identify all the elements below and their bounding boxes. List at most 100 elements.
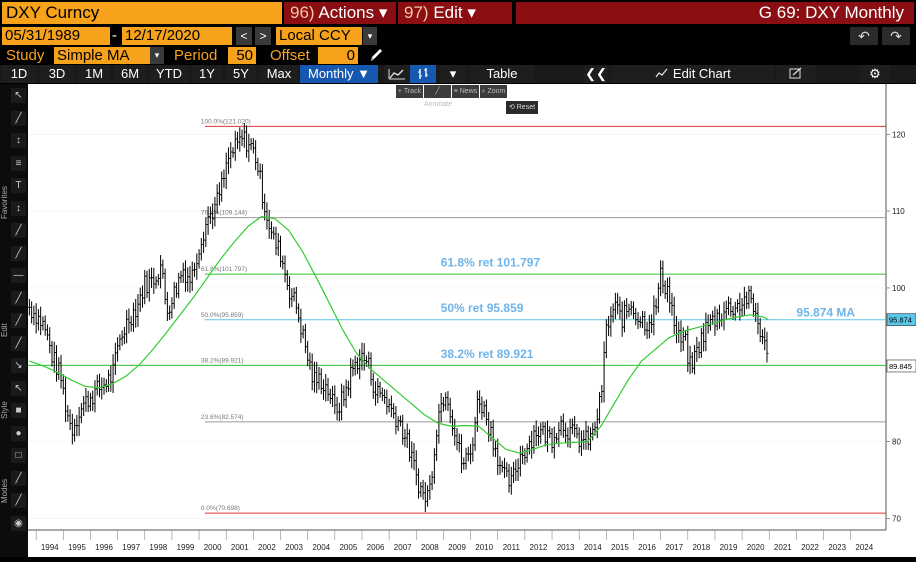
rect-tool-icon[interactable]: □ [11, 448, 26, 463]
ticker-field[interactable]: DXY Curncy [2, 2, 282, 24]
popup-item-3[interactable]: ⌕ Zoom [480, 85, 507, 98]
fill-tool-icon[interactable]: ■ [11, 403, 26, 418]
period-button-5y[interactable]: 5Y [226, 65, 256, 83]
measure-tool-icon[interactable]: ↕ [11, 200, 26, 216]
x-tick-label: 1998 [149, 543, 167, 552]
cursor-tool-icon[interactable]: ↖ [11, 88, 26, 103]
fib-label: 50.0%(95.859) [201, 312, 244, 319]
x-axis-background [28, 530, 886, 557]
prev-range-button[interactable]: < [236, 27, 252, 45]
annotation-label: 95.874 MA [796, 305, 855, 319]
x-tick-label: 1994 [41, 543, 59, 552]
plot-background [28, 84, 886, 530]
grid [28, 84, 916, 557]
ma-line [29, 215, 769, 454]
select-tool-icon[interactable]: ↖ [11, 380, 26, 396]
x-tick-label: 1996 [95, 543, 113, 552]
arrow-tool-icon[interactable]: ╱ [11, 313, 26, 328]
study-dropdown[interactable]: ▾ [150, 47, 164, 64]
table-button[interactable]: Table [470, 65, 534, 83]
edit-menu[interactable]: 97) Edit ▾ [398, 2, 512, 24]
period-button-6m[interactable]: 6M [114, 65, 146, 83]
frequency-dropdown[interactable]: Monthly ▼ [300, 65, 378, 83]
edit-num: 97) [404, 3, 429, 22]
edit-chart-button[interactable]: Edit Chart [612, 65, 774, 83]
x-tick-label: 2014 [584, 543, 602, 552]
ray-tool-icon[interactable]: ╱ [11, 245, 26, 261]
annotate-edit-button[interactable] [776, 65, 816, 83]
redo-icon: ↷ [890, 28, 902, 44]
last-price-tag-text: 89.845 [889, 362, 912, 371]
start-date-field[interactable]: 05/31/1989 [2, 27, 110, 45]
popup-item-1[interactable]: ╱ Annotate [424, 85, 452, 108]
period-button-ytd[interactable]: YTD [150, 65, 188, 83]
double-chevron-left-icon: ❮❮ [585, 66, 607, 81]
arrow-down-tool-icon[interactable]: ↘ [11, 358, 26, 373]
period-button-1m[interactable]: 1M [78, 65, 110, 83]
collapse-button[interactable]: ❮❮ [584, 65, 608, 83]
next-range-button[interactable]: > [255, 27, 271, 45]
popup-item-0[interactable]: + Track [396, 85, 423, 98]
currency-dropdown[interactable]: ▾ [363, 27, 377, 45]
price-bars [27, 122, 769, 513]
pitchfork-tool-icon[interactable]: ╱ [11, 335, 26, 351]
x-axis: 1994 1995 1996 1997 1998 1999 2000 2001 2002 2003… [35, 530, 874, 552]
dot-tool-icon[interactable]: ● [11, 425, 26, 441]
period-field[interactable]: 50 [228, 47, 256, 64]
chevron-down-icon: ▾ [467, 3, 476, 22]
line-chart-button[interactable] [384, 65, 410, 83]
popup-item-2[interactable]: ≡ News [452, 85, 479, 98]
ma-value-tag-text: 95.874 [889, 316, 912, 325]
dxy-chart[interactable]: 100.0%(121.020) 76.4%(109.144) 61.8%(101.7… [27, 84, 916, 557]
bar-chart-button[interactable] [410, 65, 436, 83]
annotation-label: 50% ret 95.859 [441, 301, 524, 315]
x-tick-label: 2005 [339, 543, 357, 552]
undo-button[interactable]: ↶ [850, 27, 878, 45]
currency-text: Local CCY [279, 27, 351, 44]
chart-type-dropdown[interactable]: ▾ [440, 65, 466, 83]
last-price-tag-box [886, 359, 916, 373]
x-tick-label: 2019 [720, 543, 738, 552]
x-tick-label: 2002 [258, 543, 276, 552]
chart-area[interactable]: 100.0%(121.020) 76.4%(109.144) 61.8%(101.7… [27, 84, 916, 557]
pen-tool-icon[interactable]: ╱ [11, 493, 26, 508]
text-tool-icon[interactable]: T [11, 178, 26, 193]
redo-button[interactable]: ↷ [882, 27, 910, 45]
offset-field[interactable]: 0 [318, 47, 358, 64]
favorites-section-label: Favorites [0, 186, 9, 220]
fib-label: 61.8%(101.797) [201, 266, 247, 273]
trend-tool-icon[interactable]: ╱ [11, 223, 26, 238]
channel-tool-icon[interactable]: ╱ [11, 290, 26, 306]
fib-label: 100.0%(121.020) [201, 118, 251, 125]
x-tick-label: 2016 [638, 543, 656, 552]
edit-chart-icon [655, 68, 668, 78]
chevron-down-icon: ▾ [449, 66, 457, 81]
x-tick-label: 2013 [557, 543, 575, 552]
edit-section-label: Edit [0, 323, 9, 337]
line-tool-icon[interactable]: ╱ [11, 110, 26, 126]
crosshair-tool-icon[interactable]: ↕ [11, 133, 26, 148]
actions-label: Actions [318, 3, 375, 22]
end-date-field[interactable]: 12/17/2020 [122, 27, 232, 45]
fib-tool-icon[interactable]: ≡ [11, 155, 26, 171]
period-button-1y[interactable]: 1Y [192, 65, 222, 83]
brush-tool-icon[interactable]: ╱ [11, 470, 26, 486]
theme-tool-icon[interactable]: ◉ [11, 515, 26, 531]
study-field[interactable]: Simple MA [54, 47, 150, 64]
actions-menu[interactable]: 96) Actions ▾ [284, 2, 396, 24]
period-button-1d[interactable]: 1D [2, 65, 36, 83]
x-tick-label: 1995 [68, 543, 86, 552]
currency-field[interactable]: Local CCY [276, 27, 362, 45]
period-button-max[interactable]: Max [260, 65, 298, 83]
annotations: 61.8% ret 101.797 50% ret 95.859 38.2% ret… [441, 255, 856, 360]
horizontal-tool-icon[interactable]: — [11, 268, 26, 283]
date-separator: - [112, 27, 117, 44]
fib-label: 0.0%(70.698) [201, 505, 240, 512]
edit-label: Edit [433, 3, 463, 22]
settings-button[interactable]: ⚙ [860, 65, 890, 83]
reset-button[interactable]: ⟲ Reset [506, 101, 538, 114]
moving-average [29, 215, 769, 454]
period-button-3d[interactable]: 3D [40, 65, 74, 83]
pencil-icon[interactable] [368, 46, 384, 64]
